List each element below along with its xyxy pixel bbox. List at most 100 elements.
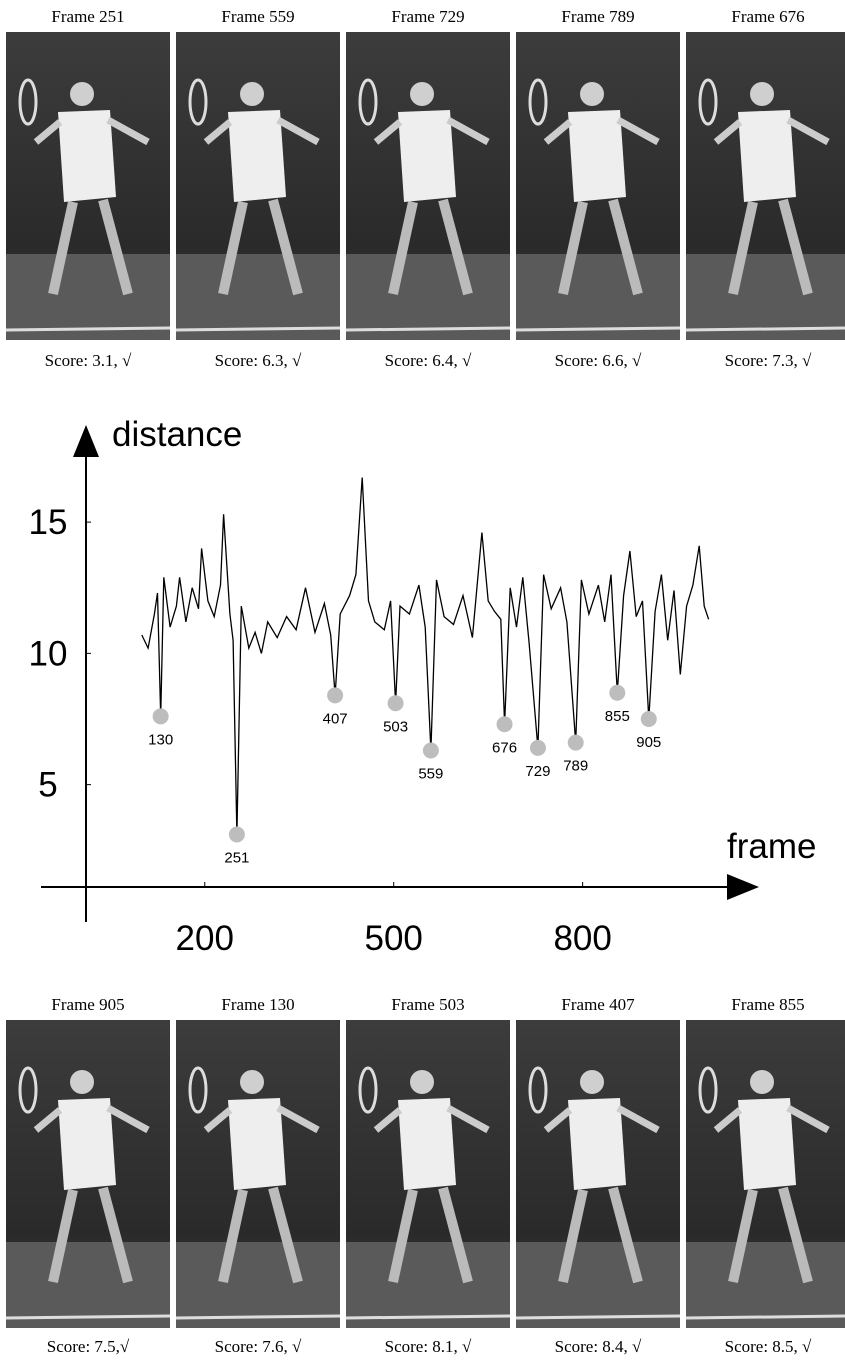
racket <box>18 78 38 126</box>
shirt <box>568 1098 626 1190</box>
court-line <box>345 326 511 332</box>
y-arrow <box>73 425 99 457</box>
head <box>580 1070 604 1094</box>
legs <box>218 198 303 296</box>
legs <box>48 1186 133 1284</box>
court <box>6 1242 170 1328</box>
shirt <box>738 1098 796 1190</box>
frame-image <box>685 32 845 340</box>
point-label: 729 <box>525 763 550 780</box>
shirt <box>398 1098 456 1190</box>
legs <box>388 1186 473 1284</box>
frame-title: Frame 789 <box>561 7 634 26</box>
court <box>6 254 170 340</box>
x-arrow <box>727 874 759 900</box>
frame-score: Score: 7.3, √ <box>725 351 812 370</box>
court-line <box>175 326 341 332</box>
frame-score: Score: 8.4, √ <box>555 1337 642 1356</box>
head <box>240 82 264 106</box>
court <box>686 254 845 340</box>
frame-title: Frame 130 <box>221 995 294 1014</box>
line <box>141 477 710 835</box>
marked-point <box>609 684 626 701</box>
frame-image <box>515 32 681 340</box>
point-label: 251 <box>224 850 249 867</box>
frame-title: Frame 905 <box>51 995 124 1014</box>
racket <box>698 78 718 126</box>
point-label: 503 <box>383 718 408 735</box>
marked-point <box>529 739 546 756</box>
frame-image <box>5 1020 171 1328</box>
y-tick-label: 5 <box>38 766 57 805</box>
court <box>686 1242 845 1328</box>
court <box>346 254 510 340</box>
shirt <box>58 1098 116 1190</box>
x-tick-label: 500 <box>364 919 422 958</box>
racket <box>18 1066 38 1114</box>
head <box>750 82 774 106</box>
shirt <box>398 110 456 202</box>
frame-image <box>175 32 341 340</box>
point-label: 559 <box>418 766 443 783</box>
frame-title: Frame 676 <box>731 7 804 26</box>
marked-point <box>496 716 513 733</box>
x-tick-label: 800 <box>553 919 611 958</box>
y-axis-label: distance <box>112 415 242 454</box>
point-label: 855 <box>605 708 630 725</box>
court-line <box>5 326 171 332</box>
head <box>70 82 94 106</box>
court-line <box>345 1314 511 1320</box>
point-label: 407 <box>323 710 348 727</box>
head <box>580 82 604 106</box>
arms <box>203 1104 320 1134</box>
frame-title: Frame 407 <box>561 995 635 1014</box>
court-line <box>175 1314 341 1320</box>
frame-score: Score: 8.1, √ <box>385 1337 472 1356</box>
arms <box>373 116 490 146</box>
arms <box>543 116 660 146</box>
legs <box>728 198 813 296</box>
frame-score: Score: 7.5,√ <box>47 1337 130 1356</box>
frame-score: Score: 6.4, √ <box>385 351 472 370</box>
court-line <box>685 326 845 332</box>
court <box>516 254 680 340</box>
head <box>410 82 434 106</box>
racket <box>188 1066 208 1114</box>
x-tick-label: 200 <box>176 919 234 958</box>
racket <box>358 78 378 126</box>
racket <box>188 78 208 126</box>
frame-title: Frame 729 <box>391 7 464 26</box>
frame-title: Frame 251 <box>51 7 124 26</box>
racket <box>698 1066 718 1114</box>
marked-point <box>567 734 584 751</box>
marked-point <box>152 708 169 725</box>
frame-score: Score: 6.3, √ <box>215 351 302 370</box>
head <box>750 1070 774 1094</box>
arms <box>713 1104 830 1134</box>
head <box>410 1070 434 1094</box>
court-line <box>5 1314 171 1320</box>
y-tick-label: 15 <box>29 503 68 542</box>
shirt <box>738 110 796 202</box>
legs <box>558 1186 643 1284</box>
x-axis-label: frame <box>727 827 816 866</box>
racket <box>358 1066 378 1114</box>
head <box>240 1070 264 1094</box>
frame-title: Frame 503 <box>391 995 464 1014</box>
legs <box>48 198 133 296</box>
point-label: 905 <box>636 734 661 751</box>
point-label: 676 <box>492 739 517 756</box>
frame-image <box>345 1020 511 1328</box>
arms <box>203 116 320 146</box>
shirt <box>228 110 286 202</box>
arms <box>373 1104 490 1134</box>
arms <box>33 116 150 146</box>
legs <box>728 1186 813 1284</box>
frame-image <box>175 1020 341 1328</box>
marked-point <box>228 826 245 843</box>
marked-point <box>327 687 344 704</box>
marked-point <box>640 711 657 727</box>
frame-title: Frame 559 <box>221 7 294 26</box>
arms <box>543 1104 660 1134</box>
